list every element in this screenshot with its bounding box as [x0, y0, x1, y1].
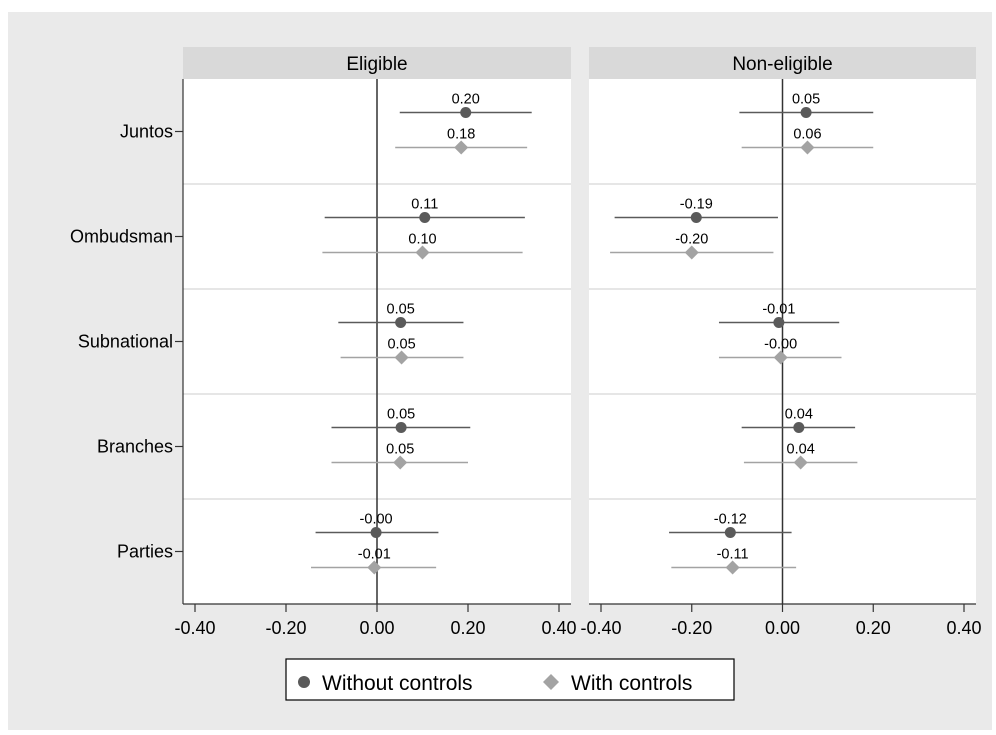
- estimate-marker-diamond: [773, 350, 788, 365]
- data-label: 0.18: [447, 127, 475, 143]
- x-tick-label: 0.40: [946, 618, 981, 638]
- panel-1: Non-eligible -0.40 -0.20 0.00 0.20 0.40 0.05 -0…: [580, 47, 982, 638]
- y-axis-labels: Juntos Ombudsman Subnational Branches Partie…: [70, 122, 183, 562]
- legend: Without controls With controls: [285, 658, 735, 701]
- data-label: 0.11: [411, 197, 438, 213]
- data-label: -0.12: [714, 512, 747, 528]
- x-tick-label: 0.20: [856, 618, 891, 638]
- estimate-marker-circle: [793, 422, 805, 433]
- category-label: Ombudsman: [70, 227, 173, 247]
- data-label: 0.20: [452, 92, 480, 108]
- estimate-marker-circle: [773, 317, 785, 328]
- estimate-marker-diamond: [394, 350, 409, 365]
- estimate-marker-circle: [690, 212, 702, 223]
- data-label: -0.00: [360, 512, 393, 528]
- data-label: -0.11: [717, 547, 749, 563]
- x-tick-label: -0.40: [580, 618, 621, 638]
- x-tick-label: -0.40: [174, 618, 215, 638]
- estimate-marker-diamond: [800, 140, 815, 155]
- legend-marker-diamond: [543, 674, 559, 690]
- estimate-marker-diamond: [793, 455, 808, 470]
- data-label: 0.04: [787, 442, 815, 458]
- data-label: -0.01: [762, 302, 795, 318]
- estimate-marker-diamond: [725, 560, 740, 575]
- data-label: -0.01: [358, 547, 391, 563]
- estimate-marker-diamond: [454, 140, 469, 155]
- x-tick-label: 0.40: [541, 618, 576, 638]
- legend-box: [285, 658, 735, 701]
- category-label: Juntos: [120, 122, 173, 142]
- category-label: Branches: [97, 437, 173, 457]
- panel-strip: [183, 47, 571, 79]
- data-label: 0.05: [387, 337, 415, 353]
- legend-marker-circle: [298, 676, 310, 688]
- data-label: 0.04: [785, 407, 813, 423]
- estimate-marker-circle: [370, 527, 382, 538]
- x-tick-label: 0.00: [359, 618, 394, 638]
- x-tick-label: -0.20: [265, 618, 306, 638]
- category-label: Subnational: [78, 332, 173, 352]
- data-label: -0.20: [675, 232, 708, 248]
- data-label: 0.05: [386, 442, 414, 458]
- data-label: -0.00: [764, 337, 797, 353]
- estimate-marker-circle: [395, 422, 407, 433]
- estimate-marker-diamond: [684, 245, 699, 260]
- data-label: 0.05: [387, 407, 415, 423]
- estimate-marker-circle: [460, 107, 472, 118]
- data-label: 0.06: [793, 127, 821, 143]
- estimate-marker-circle: [419, 212, 431, 223]
- panel-strip: [589, 47, 976, 79]
- estimate-marker-diamond: [415, 245, 430, 260]
- panel-title: Eligible: [346, 54, 407, 75]
- estimate-marker-circle: [724, 527, 736, 538]
- data-label: 0.05: [792, 92, 820, 108]
- estimate-marker-diamond: [367, 560, 382, 575]
- panel-title: Non-eligible: [732, 54, 832, 75]
- x-tick-label: 0.00: [765, 618, 800, 638]
- x-tick-label: -0.20: [671, 618, 712, 638]
- legend-label: Without controls: [322, 672, 473, 695]
- data-label: 0.05: [387, 302, 415, 318]
- estimate-marker-diamond: [393, 455, 408, 470]
- category-label: Parties: [117, 542, 173, 562]
- panels: Eligible -0.40 -0.20 0.00 0.20 0.40 0.20 0.11 0.…: [174, 47, 982, 638]
- data-label: 0.10: [408, 232, 436, 248]
- estimate-marker-circle: [800, 107, 812, 118]
- estimate-marker-circle: [395, 317, 407, 328]
- data-label: -0.19: [680, 197, 713, 213]
- legend-label: With controls: [571, 672, 692, 695]
- panel-0: Eligible -0.40 -0.20 0.00 0.20 0.40 0.20 0.11 0.…: [174, 47, 577, 638]
- x-tick-label: 0.20: [450, 618, 485, 638]
